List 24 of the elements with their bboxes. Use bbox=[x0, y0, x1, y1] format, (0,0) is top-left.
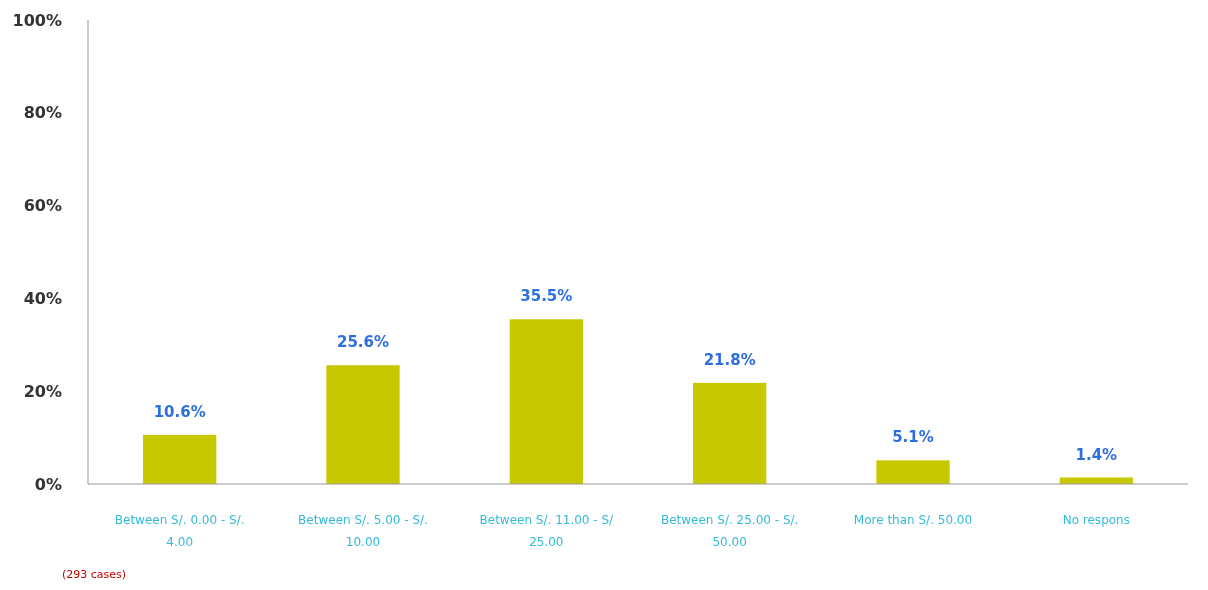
x-tick-label: Between S/. 0.00 - S/. 4.00 bbox=[114, 513, 245, 549]
data-label: 1.4% bbox=[1075, 445, 1118, 464]
text: (293 cases) bbox=[62, 568, 127, 581]
x-tick-label: No respons bbox=[1062, 513, 1130, 527]
y-tick-label: 100% bbox=[12, 10, 62, 30]
y-tick-label: 0% bbox=[34, 474, 62, 494]
data-label: 5.1% bbox=[892, 428, 934, 447]
data-label: 25.6% bbox=[336, 333, 390, 352]
x-tick-label: Between S/. 11.00 - S/ 25.00 bbox=[479, 513, 615, 549]
x-tick-label: Between S/. 5.00 - S/. 10.00 bbox=[298, 513, 428, 549]
y-tick-label: 60% bbox=[23, 196, 62, 216]
y-tick-label: 80% bbox=[23, 103, 62, 123]
data-label: 10.6% bbox=[153, 402, 206, 421]
y-tick-label: 20% bbox=[23, 381, 62, 401]
data-label: 21.8% bbox=[703, 350, 756, 369]
x-tick-label: Between S/. 25.00 - S/. 50.00 bbox=[660, 513, 799, 549]
bar bbox=[876, 460, 950, 484]
bar bbox=[143, 434, 217, 484]
y-tick-label: 40% bbox=[23, 289, 62, 308]
bar bbox=[509, 319, 583, 484]
bar bbox=[326, 365, 400, 484]
data-label: 35.5% bbox=[520, 287, 573, 306]
bar bbox=[693, 382, 767, 484]
x-tick-label: More than S/. 50.00 bbox=[853, 513, 973, 527]
